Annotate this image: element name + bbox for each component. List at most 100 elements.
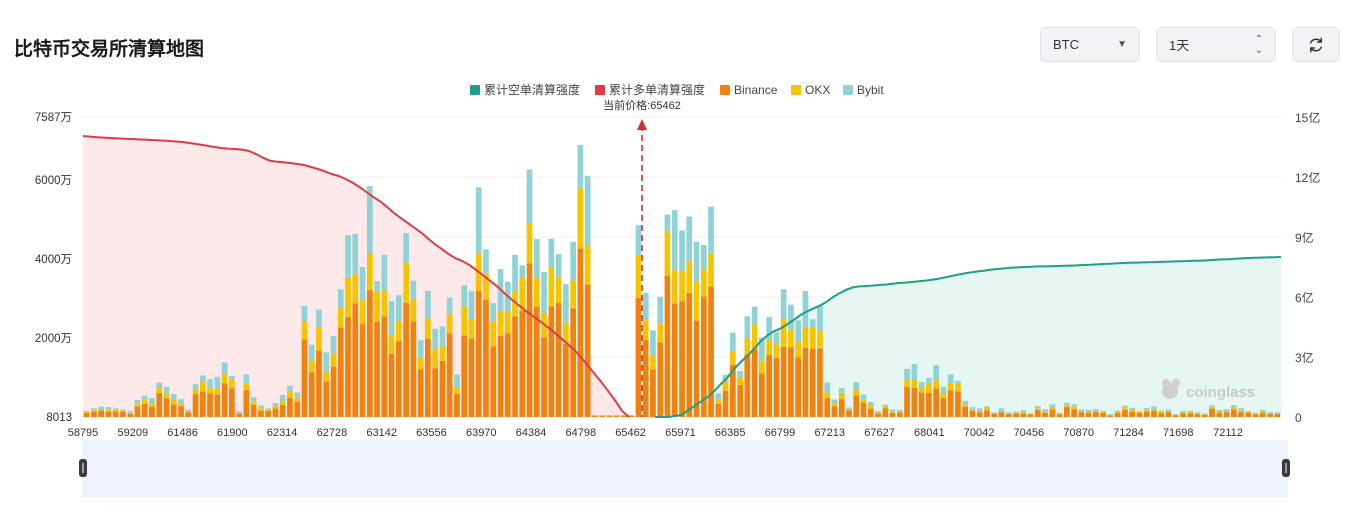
bar-bybit bbox=[279, 394, 286, 402]
bar-okx bbox=[1078, 411, 1085, 413]
bar-bybit bbox=[962, 400, 968, 405]
bar-binance bbox=[526, 263, 533, 417]
bar-okx bbox=[461, 306, 468, 336]
bar-binance bbox=[200, 391, 206, 417]
y-right-tick: 3亿 bbox=[1295, 350, 1314, 365]
bar-bybit bbox=[127, 411, 134, 413]
bar-okx bbox=[185, 411, 192, 413]
bar-binance bbox=[192, 394, 199, 417]
bar-bybit bbox=[838, 388, 845, 393]
bar-binance bbox=[976, 412, 983, 417]
bar-bybit bbox=[824, 382, 831, 393]
bar-binance bbox=[337, 327, 344, 417]
bar-binance bbox=[308, 372, 315, 417]
bar-bybit bbox=[381, 254, 388, 291]
bar-binance bbox=[214, 394, 221, 417]
bar-bybit bbox=[396, 295, 402, 322]
bar-bybit bbox=[1216, 409, 1223, 412]
bar-okx bbox=[715, 400, 722, 404]
x-tick: 72112 bbox=[1213, 427, 1243, 439]
bar-binance bbox=[1136, 412, 1143, 417]
bar-binance bbox=[432, 368, 438, 417]
x-tick: 70456 bbox=[1014, 427, 1045, 439]
refresh-button[interactable] bbox=[1292, 27, 1340, 62]
bar-binance bbox=[1049, 409, 1056, 417]
symbol-select-value: BTC bbox=[1053, 37, 1079, 52]
legend-label: Binance bbox=[734, 83, 778, 97]
bar-okx bbox=[548, 267, 555, 307]
legend-label: 累计多单清算强度 bbox=[609, 82, 705, 97]
bar-binance bbox=[875, 413, 881, 417]
bar-bybit bbox=[548, 238, 555, 268]
bar-binance bbox=[1085, 413, 1092, 417]
bar-okx bbox=[555, 276, 562, 303]
bar-bybit bbox=[1042, 409, 1048, 411]
slider-left-handle[interactable] bbox=[79, 459, 87, 477]
bar-bybit bbox=[976, 408, 983, 411]
bar-okx bbox=[577, 188, 584, 249]
bar-bybit bbox=[686, 216, 693, 261]
bar-binance bbox=[265, 410, 271, 417]
interval-select[interactable]: 1天 ⌃ ⌄ bbox=[1156, 27, 1276, 62]
bar-bybit bbox=[650, 330, 656, 356]
legend-swatch bbox=[791, 85, 801, 95]
bar-okx bbox=[744, 338, 751, 355]
bar-bybit bbox=[519, 265, 526, 278]
bar-okx bbox=[83, 411, 90, 413]
bar-binance bbox=[671, 303, 678, 417]
bar-okx bbox=[795, 341, 801, 358]
bar-okx bbox=[1245, 411, 1252, 413]
bar-bybit bbox=[287, 385, 293, 391]
bar-binance bbox=[258, 410, 264, 417]
bar-okx bbox=[1172, 414, 1179, 416]
bar-binance bbox=[737, 384, 743, 417]
bar-okx bbox=[635, 255, 642, 299]
bar-binance bbox=[795, 357, 801, 417]
bar-bybit bbox=[149, 398, 155, 404]
bar-okx bbox=[1114, 412, 1121, 414]
bar-binance bbox=[156, 392, 163, 417]
bar-okx bbox=[1267, 413, 1273, 414]
bar-binance bbox=[316, 350, 322, 417]
bar-bybit bbox=[599, 415, 605, 416]
bar-okx bbox=[367, 253, 373, 290]
bar-binance bbox=[991, 413, 998, 417]
bar-okx bbox=[170, 399, 177, 405]
bar-binance bbox=[599, 415, 605, 417]
bar-okx bbox=[642, 320, 649, 341]
bar-binance bbox=[773, 357, 780, 417]
bar-okx bbox=[1027, 413, 1034, 415]
bar-bybit bbox=[526, 169, 533, 224]
bar-binance bbox=[417, 369, 424, 417]
bar-binance bbox=[352, 303, 359, 417]
bar-okx bbox=[650, 355, 656, 370]
bar-binance bbox=[243, 390, 250, 417]
bar-binance bbox=[403, 303, 409, 417]
bar-bybit bbox=[867, 402, 874, 406]
bar-binance bbox=[860, 403, 867, 417]
bar-binance bbox=[824, 398, 831, 417]
bar-bybit bbox=[214, 376, 221, 389]
bar-okx bbox=[308, 360, 315, 373]
bar-binance bbox=[846, 410, 852, 417]
y-left-tick: 7587万 bbox=[35, 112, 72, 124]
y-right-tick: 9亿 bbox=[1295, 230, 1314, 245]
bar-bybit bbox=[1100, 411, 1106, 412]
bar-binance bbox=[1223, 412, 1230, 417]
bar-okx bbox=[250, 401, 257, 405]
bar-okx bbox=[541, 314, 547, 338]
bar-binance bbox=[1267, 413, 1273, 417]
bar-bybit bbox=[1013, 411, 1019, 413]
bar-bybit bbox=[882, 404, 889, 407]
bar-binance bbox=[998, 412, 1005, 417]
bar-bybit bbox=[984, 406, 990, 408]
x-tick: 70042 bbox=[964, 427, 995, 439]
symbol-select[interactable]: BTC ▼ bbox=[1040, 27, 1140, 62]
x-tick: 68041 bbox=[914, 427, 945, 439]
bar-bybit bbox=[918, 381, 925, 387]
bar-binance bbox=[911, 387, 918, 417]
bar-okx bbox=[381, 290, 388, 317]
bar-bybit bbox=[991, 412, 998, 413]
bar-bybit bbox=[1194, 412, 1201, 414]
slider-right-handle[interactable] bbox=[1282, 459, 1290, 477]
